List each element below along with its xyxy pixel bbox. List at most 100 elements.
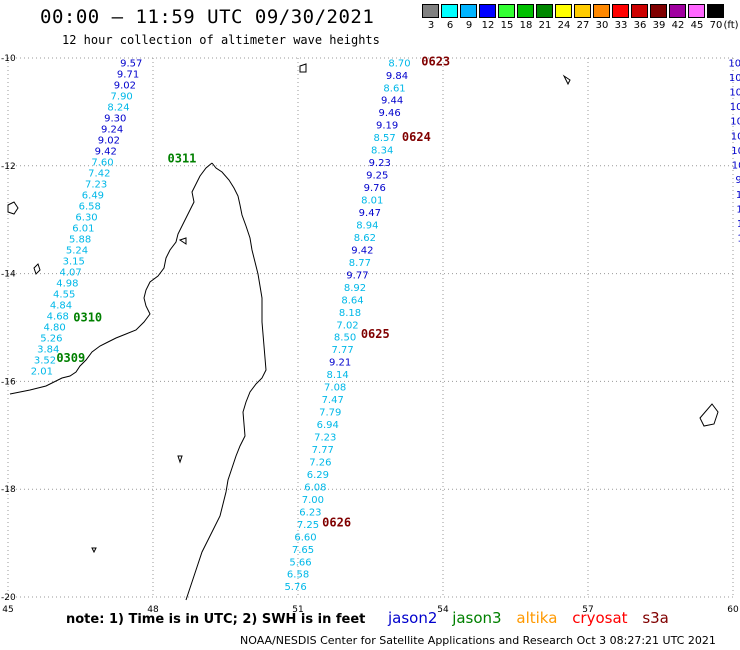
wave-height-label: 7.08 [324, 383, 346, 394]
lon-tick-label: 57 [582, 605, 593, 615]
cargados-island [562, 74, 571, 86]
wave-height-label: 7.65 [292, 545, 314, 556]
wave-height-label: 6.23 [299, 507, 321, 518]
wave-height-label: 8.50 [334, 333, 356, 344]
scale-swatch [517, 4, 534, 18]
wave-height-label: 6.58 [79, 201, 101, 212]
wave-height-label: 6.29 [307, 470, 329, 481]
wave-height-label: 6.30 [75, 212, 97, 223]
wave-height-label: 9.31 [735, 175, 740, 186]
wave-height-label: 10.8 [737, 234, 740, 245]
wave-height-label: 9.57 [120, 58, 142, 69]
scale-label: 39 [652, 20, 666, 31]
wave-height-label: 8.14 [327, 370, 349, 381]
pass-time-labels: 0623 0624 0311 0310 0625 0309 0626 [56, 55, 450, 530]
wave-height-label: 7.00 [302, 495, 324, 506]
wave-height-label: 4.07 [59, 268, 81, 279]
wave-height-label: 7.90 [111, 91, 133, 102]
wave-height-label: 9.19 [376, 121, 398, 132]
wave-height-label: 9.02 [114, 80, 136, 91]
nosy-be-island [178, 237, 187, 245]
lon-tick-label: 48 [147, 605, 159, 615]
wave-height-label: 9.02 [98, 135, 120, 146]
mayotte-island [7, 201, 19, 215]
madagascar-coast [185, 162, 267, 601]
scale-label: 42 [671, 20, 685, 31]
wave-height-label: 7.26 [309, 457, 331, 468]
wave-height-label: 6.60 [294, 532, 316, 543]
wave-height-label: 9.25 [366, 171, 388, 182]
wave-height-label: 4.55 [53, 290, 75, 301]
wave-height-label: 8.61 [383, 83, 405, 94]
scale-label: 12 [481, 20, 495, 31]
wave-height-label: 8.77 [349, 258, 371, 269]
map-title: 00:00 – 11:59 UTC 09/30/2021 [40, 6, 375, 28]
scale-label: 45 [690, 20, 704, 31]
wave-height-label: 5.88 [69, 234, 91, 245]
map-subtitle: 12 hour collection of altimeter wave hei… [62, 33, 380, 47]
lon-tick-label: 54 [437, 605, 449, 615]
scale-label: 6 [446, 20, 454, 31]
wave-height-label: 3.52 [34, 356, 56, 367]
wave-height-label: 7.23 [314, 433, 336, 444]
wave-height-label: 8.57 [374, 133, 396, 144]
madagascar-west-coast [9, 162, 213, 395]
wave-height-label: 7.42 [88, 168, 110, 179]
wave-height-label: 7.77 [312, 445, 334, 456]
wave-height-label: 6.94 [317, 420, 339, 431]
wave-height-label: 10.22 [732, 161, 740, 172]
wave-height-label: 7.79 [319, 408, 341, 419]
wave-height-label: 9.42 [351, 245, 373, 256]
wave-height-label: 5.76 [284, 582, 306, 593]
wave-height-label: 9.46 [378, 108, 400, 119]
small-island-b [91, 547, 97, 554]
wave-height-label: 8.01 [361, 196, 383, 207]
lat-tick-label: -12 [1, 162, 16, 172]
wave-height-label: 3.84 [37, 345, 59, 356]
wave-height-label: 7.02 [336, 320, 358, 331]
wave-height-label: 10.49 [731, 131, 740, 142]
scale-label: 18 [519, 20, 533, 31]
altimeter-tracks: 9.579.719.027.908.249.309.249.029.427.60… [31, 58, 740, 593]
lon-tick-label: 45 [2, 605, 13, 615]
pass-time-label: 0309 [56, 351, 85, 365]
pass-time-label: 0626 [322, 516, 351, 530]
scale-swatch [555, 4, 572, 18]
wave-height-label: 10.72 [731, 146, 740, 157]
scale-label: 3 [427, 20, 435, 31]
small-island-a [177, 455, 183, 464]
wave-height-label: 7.77 [331, 345, 353, 356]
wave-height-label: 10.79 [730, 117, 740, 128]
scale-swatch [460, 4, 477, 18]
satellite-s3a: s3a [642, 609, 669, 627]
wave-height-label: 3.15 [63, 257, 85, 268]
satellite-jason2: jason2 [388, 609, 438, 627]
wave-height-label: 8.24 [107, 102, 129, 113]
scale-label: 27 [576, 20, 590, 31]
wave-height-label: 5.26 [40, 334, 62, 345]
satellite-legend: jason2 jason3 altika cryosat s3a [388, 609, 679, 627]
pass-time-label: 0310 [73, 311, 102, 325]
wave-height-label: 5.66 [289, 557, 311, 568]
wave-height-label: 9.47 [359, 208, 381, 219]
wave-height-label: 10.36 [729, 88, 740, 99]
wave-height-label: 9.76 [364, 183, 386, 194]
wave-height-label: 7.60 [91, 157, 113, 168]
wave-height-label: 9.23 [369, 158, 391, 169]
scale-unit: (ft) [723, 20, 739, 31]
wave-height-label: 8.62 [354, 233, 376, 244]
scale-swatch [479, 4, 496, 18]
scale-swatch [707, 4, 724, 18]
wave-height-label: 10.93 [730, 102, 740, 113]
wave-height-label: 6.08 [304, 482, 326, 493]
satellite-altika: altika [516, 609, 558, 627]
wave-height-label: 10.64 [729, 73, 740, 84]
wave-height-label: 10.2 [737, 219, 740, 230]
scale-swatch [631, 4, 648, 18]
lat-tick-label: -20 [1, 593, 16, 603]
lon-tick-label: 51 [292, 605, 303, 615]
wave-height-label: 6.49 [82, 190, 104, 201]
scale-label: 24 [557, 20, 571, 31]
wave-height-label: 6.01 [72, 223, 94, 234]
